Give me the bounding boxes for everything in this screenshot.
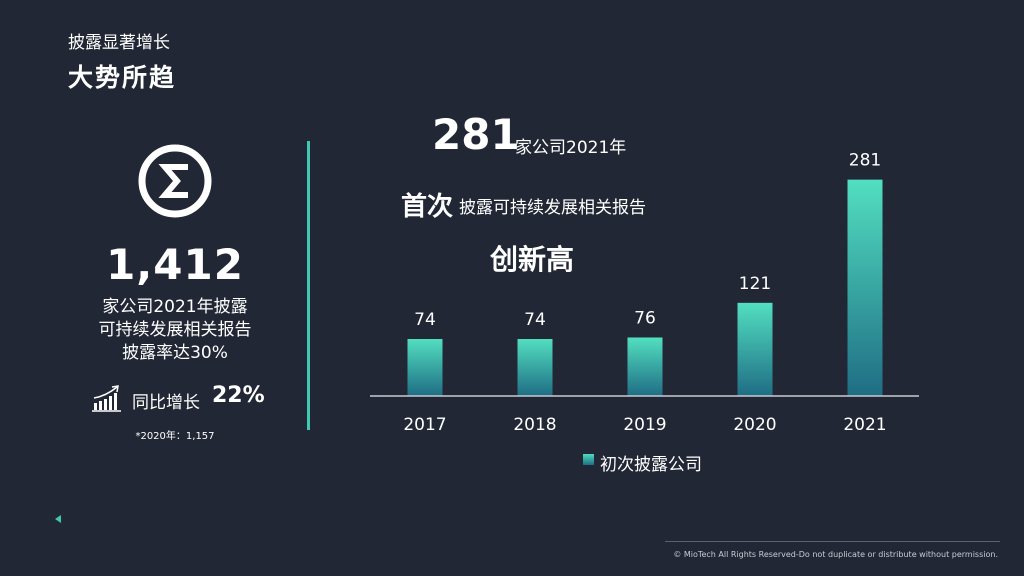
headline-first-rest: 披露可持续发展相关报告 (459, 198, 646, 218)
footer-divider (665, 541, 1000, 542)
bar-growth-icon (92, 385, 121, 412)
bar-2019 (627, 337, 663, 396)
sigma-circle-icon (138, 144, 212, 218)
data-label-2019: 76 (634, 308, 656, 328)
data-label-2018: 74 (524, 310, 546, 330)
data-label-2021: 281 (849, 151, 881, 171)
x-tick-label-2020: 2020 (733, 415, 776, 435)
growth-value: 22% (212, 383, 265, 408)
headline-number-suffix: 家公司2021年 (515, 138, 627, 158)
description-line-1: 家公司2021年披露 (102, 297, 248, 317)
bar-2020 (737, 302, 773, 396)
x-tick-label-2021: 2021 (843, 415, 886, 435)
page-title: 大势所趋 (68, 63, 177, 92)
data-label-2020: 121 (739, 274, 771, 294)
x-tick-label-2019: 2019 (623, 415, 666, 435)
bar-2021 (847, 179, 883, 396)
footnote: *2020年：1,157 (135, 431, 215, 442)
headline-record: 创新高 (490, 243, 575, 276)
description-line-2: 可持续发展相关报告 (98, 320, 252, 340)
x-tick-label-2017: 2017 (403, 415, 446, 435)
headline-first: 首次 (401, 192, 454, 222)
data-label-2017: 74 (414, 310, 436, 330)
headline-number: 281 (432, 110, 520, 159)
vertical-divider (307, 141, 310, 430)
total-companies-number: 1,412 (106, 240, 244, 289)
legend-label: 初次披露公司 (600, 455, 702, 475)
bar-2017 (407, 339, 443, 396)
growth-label: 同比增长 (132, 393, 200, 413)
x-tick-label-2018: 2018 (513, 415, 556, 435)
legend-swatch (583, 454, 594, 465)
page-subtitle: 披露显著增长 (68, 33, 170, 53)
back-arrow-icon[interactable] (55, 515, 61, 523)
bar-2018 (517, 339, 553, 396)
copyright-text: © MioTech All Rights Reserved-Do not dup… (673, 550, 998, 559)
description-line-3: 披露率达30% (122, 343, 228, 363)
